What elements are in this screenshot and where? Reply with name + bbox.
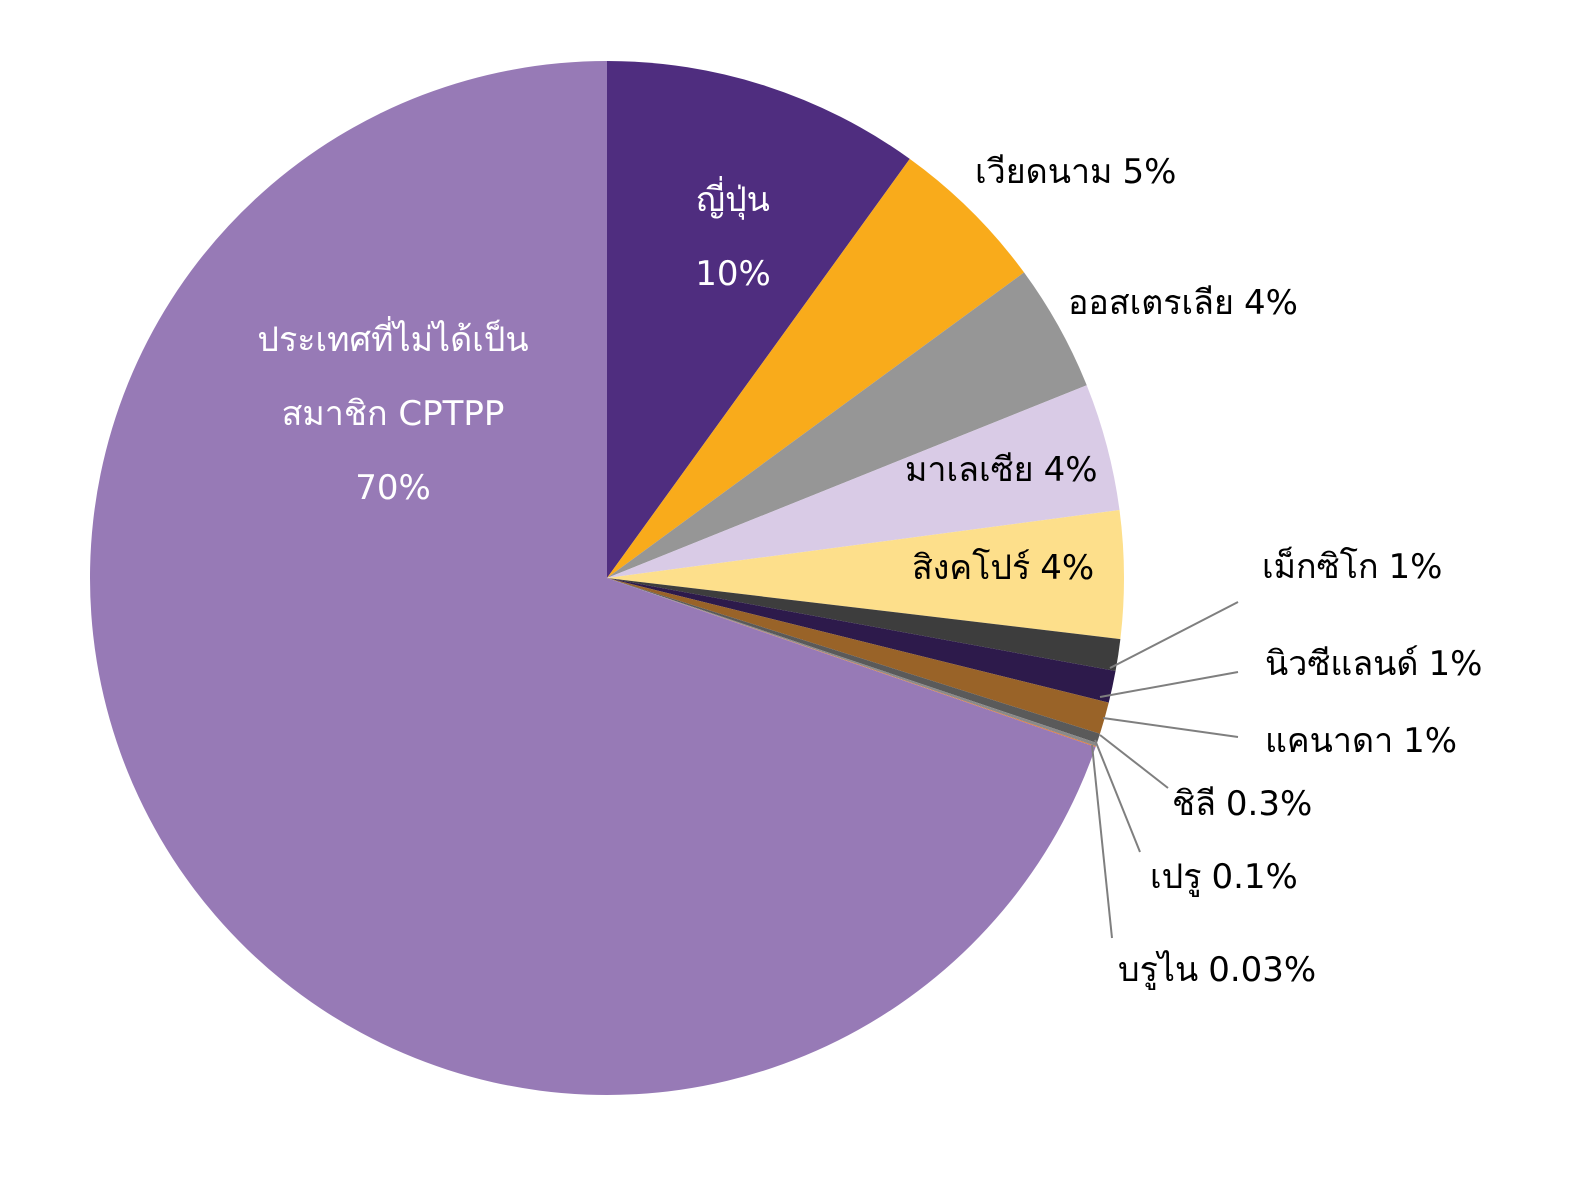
slice-label: แคนาดา 1%	[1265, 704, 1457, 778]
slice-label: นิวซีแลนด์ 1%	[1265, 627, 1482, 701]
pie-slice	[607, 61, 910, 578]
category-name: มาเลเซีย	[905, 450, 1034, 490]
value-label: 4%	[1243, 283, 1298, 323]
value-label: 0.3%	[1225, 784, 1313, 824]
pie-slice	[607, 385, 1120, 578]
leader-line	[1091, 744, 1113, 939]
category-name: สิงคโปร์	[912, 548, 1031, 588]
pie-slice	[607, 578, 1109, 734]
category-name: นิวซีแลนด์	[1265, 644, 1419, 684]
category-name: ประเทศที่ไม่ได้เป็น สมาชิก CPTPP	[257, 320, 529, 434]
value-label: 5%	[1122, 152, 1177, 192]
value-label: 4%	[1040, 548, 1095, 588]
slice-label: ญี่ปุ่น 10%	[433, 163, 1033, 311]
slice-label: มาเลเซีย 4%	[905, 433, 1098, 507]
value-label: 10%	[695, 254, 771, 294]
category-name: เม็กซิโก	[1262, 547, 1379, 587]
slice-label: ประเทศที่ไม่ได้เป็น สมาชิก CPTPP 70%	[93, 303, 693, 525]
value-label: 0.03%	[1208, 950, 1317, 990]
leader-line	[1099, 734, 1169, 789]
pie-slice	[607, 158, 1025, 578]
value-label: 70%	[355, 468, 431, 508]
leader-line	[1102, 717, 1239, 738]
pie-slice	[607, 578, 1121, 672]
value-label: 0.1%	[1211, 857, 1298, 897]
slice-label: ออสเตรเลีย 4%	[1068, 266, 1298, 340]
leader-line	[1099, 671, 1239, 698]
category-name: เปรู	[1150, 857, 1202, 897]
category-name: ออสเตรเลีย	[1068, 283, 1234, 323]
leader-line	[1109, 601, 1239, 669]
pie-slice	[607, 578, 1116, 703]
slice-label: เวียดนาม 5%	[975, 135, 1176, 209]
pie-slice	[607, 578, 1096, 747]
category-name: แคนาดา	[1265, 721, 1394, 761]
pie-slice	[607, 510, 1124, 640]
value-label: 1%	[1428, 644, 1483, 684]
value-label: 4%	[1043, 450, 1098, 490]
category-name: บรูไน	[1118, 950, 1199, 990]
slice-label: เม็กซิโก 1%	[1262, 530, 1443, 604]
leader-line	[1094, 739, 1141, 853]
category-name: เวียดนาม	[975, 152, 1113, 192]
pie-slice	[607, 578, 1097, 747]
slice-label: ชิลี 0.3%	[1172, 767, 1312, 841]
slice-label: สิงคโปร์ 4%	[912, 531, 1094, 605]
value-label: 1%	[1388, 547, 1443, 587]
value-label: 1%	[1403, 721, 1458, 761]
pie-slice	[90, 61, 1096, 1095]
slice-label: บรูไน 0.03%	[1118, 933, 1316, 1007]
pie-slice	[607, 578, 1100, 744]
slice-label: เปรู 0.1%	[1150, 840, 1298, 914]
category-name: ญี่ปุ่น	[696, 180, 770, 220]
pie-slice	[607, 272, 1087, 578]
category-name: ชิลี	[1172, 784, 1216, 824]
